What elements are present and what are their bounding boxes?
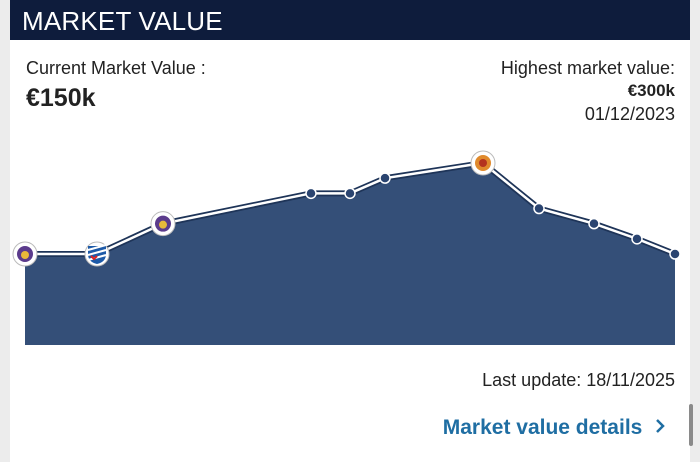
details-link-text[interactable]: Market value details: [442, 416, 643, 439]
club-icon-heart: [90, 255, 98, 261]
point: [669, 248, 681, 260]
point: [305, 187, 317, 200]
header: MARKET VALUE: [10, 0, 690, 40]
header-title: MARKET VALUE: [22, 6, 223, 36]
point: [588, 217, 600, 230]
point: [631, 233, 643, 245]
area: [25, 163, 675, 345]
current-value: €150k: [26, 84, 96, 112]
point: [379, 172, 391, 184]
highest-date: 01/12/2023: [584, 104, 675, 124]
club-icon-stripe: [87, 249, 107, 256]
club-icon-center: [479, 159, 487, 167]
details-link[interactable]: Market value details: [443, 416, 666, 440]
club-icon-center: [159, 220, 167, 229]
point: [344, 187, 356, 200]
chevron[interactable]: [654, 418, 666, 434]
current-label: Current Market Value :: [26, 58, 206, 78]
club-icon-center: [21, 251, 29, 259]
highest-value: €300k: [627, 81, 675, 100]
highest-label: Highest market value:: [500, 58, 675, 78]
scrollbar: [689, 404, 693, 446]
club-icon-stripe: [87, 244, 107, 251]
last-update: Last update: 18/11/2025: [482, 370, 675, 390]
club-icon-stripe: [87, 254, 107, 261]
point: [533, 202, 545, 215]
